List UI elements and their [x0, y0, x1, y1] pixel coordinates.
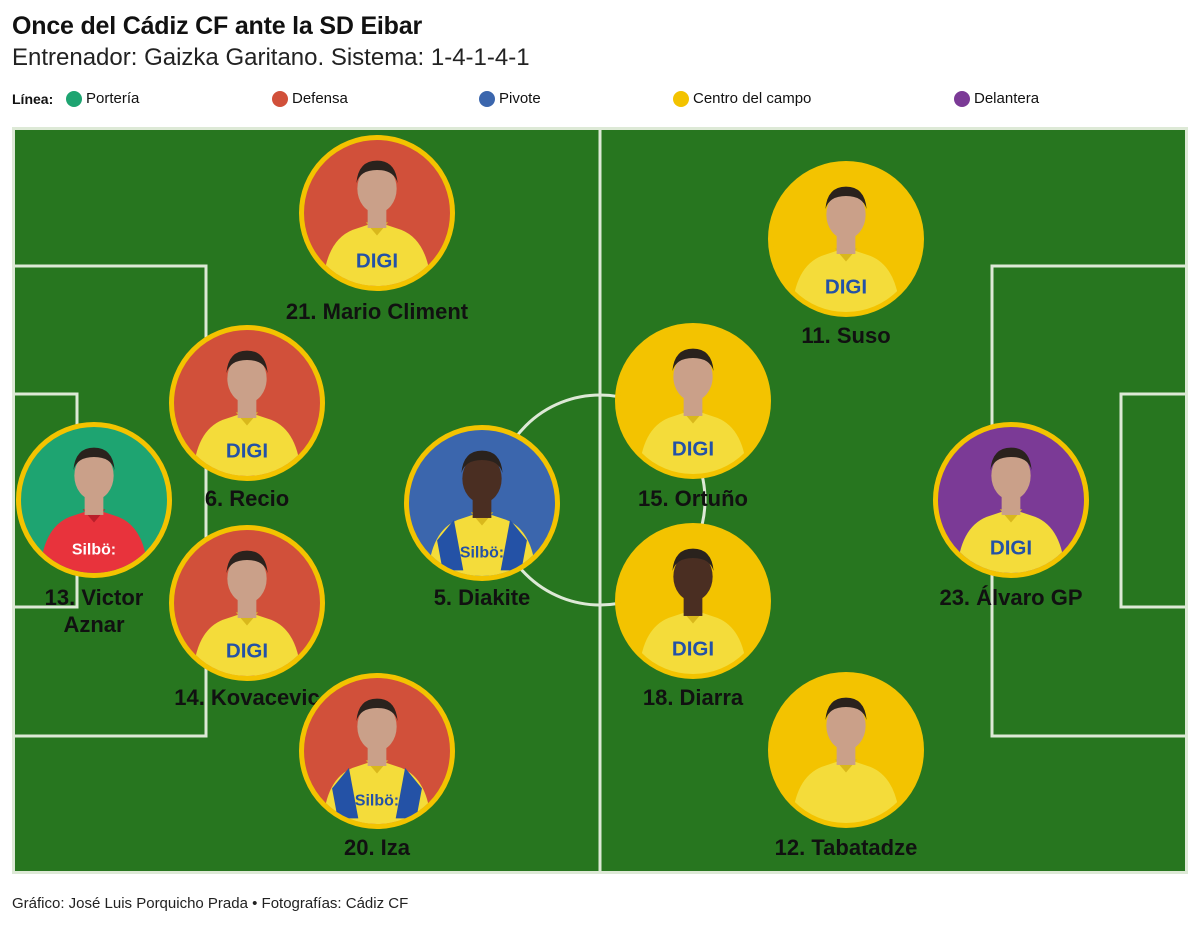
- player-name: 23. Álvaro GP: [939, 585, 1083, 610]
- legend-text-delantera: Delantera: [974, 90, 1040, 107]
- legend-dot-delantera: [954, 90, 970, 107]
- legend-item-centro: Centro del campo: [673, 90, 811, 107]
- page-subtitle: Entrenador: Gaizka Garitano. Sistema: 1-…: [12, 44, 530, 71]
- player-photo-icon: DIGI: [638, 548, 748, 674]
- credits: Gráfico: José Luis Porquicho Prada • Fot…: [12, 895, 409, 912]
- legend-item-porteria: Portería: [66, 90, 139, 107]
- sponsor-text: DIGI: [990, 536, 1032, 559]
- player-photo-icon: DIGI: [638, 348, 748, 474]
- sponsor-text: DIGI: [672, 437, 714, 460]
- sponsor-text: Silbö:: [72, 541, 116, 558]
- player-disc: Silbö:: [299, 673, 455, 829]
- sponsor-text: DIGI: [226, 639, 268, 662]
- sponsor-text: Silbö:: [355, 792, 399, 809]
- sponsor-text: DIGI: [226, 439, 268, 462]
- sponsor-text: DIGI: [825, 275, 867, 298]
- legend-text-porteria: Portería: [86, 90, 140, 107]
- player-name: 15. Ortuño: [637, 486, 748, 511]
- player-photo-icon: DIGI: [322, 160, 432, 286]
- player-name: 11. Suso: [801, 323, 891, 348]
- left-penalty-area: [15, 264, 208, 738]
- right-goal-area: [1119, 392, 1185, 609]
- player-name: 18. Diarra: [642, 685, 744, 710]
- player-name: 6. Recio: [204, 486, 290, 511]
- player-disc: Silbö:: [404, 425, 560, 581]
- player-disc: [768, 672, 924, 828]
- legend-text-defensa: Defensa: [292, 90, 348, 107]
- player-name: 14. Kovacevic: [174, 685, 320, 710]
- legend-dot-porteria: [66, 90, 82, 107]
- legend: Línea: Portería Defensa Pivote Centro de…: [12, 90, 1192, 110]
- player-photo-icon: Silbö:: [39, 447, 149, 573]
- legend-item-defensa: Defensa: [272, 90, 348, 107]
- player-disc: DIGI: [615, 323, 771, 479]
- player-disc: DIGI: [615, 523, 771, 679]
- legend-dot-pivote: [479, 90, 495, 107]
- player-photo-icon: DIGI: [791, 186, 901, 312]
- player-photo-icon: Silbö:: [322, 698, 432, 824]
- legend-dot-defensa: [272, 90, 288, 107]
- page-title: Once del Cádiz CF ante la SD Eibar: [12, 12, 422, 40]
- legend-item-delantera: Delantera: [954, 90, 1039, 107]
- player-photo-icon: Silbö:: [427, 450, 537, 576]
- player-name: 12. Tabatadze: [774, 835, 918, 860]
- player-name: 5. Diakite: [433, 585, 531, 610]
- legend-text-pivote: Pivote: [499, 90, 541, 107]
- player-name: 13. Victor Aznar: [44, 585, 144, 637]
- player-name: 21. Mario Climent: [285, 299, 469, 324]
- legend-dot-centro: [673, 90, 689, 107]
- player-name: 20. Iza: [343, 835, 411, 860]
- sponsor-text: Silbö:: [460, 544, 504, 561]
- player-photo-icon: DIGI: [192, 350, 302, 476]
- player-disc: DIGI: [933, 422, 1089, 578]
- sponsor-text: DIGI: [672, 637, 714, 660]
- player-disc: DIGI: [768, 161, 924, 317]
- player-photo-icon: DIGI: [192, 550, 302, 676]
- sponsor-text: DIGI: [356, 249, 398, 272]
- legend-text-centro: Centro del campo: [693, 90, 812, 107]
- player-photo-icon: DIGI: [956, 447, 1066, 573]
- legend-item-pivote: Pivote: [479, 90, 541, 107]
- player-disc: Silbö:: [16, 422, 172, 578]
- player-disc: DIGI: [169, 525, 325, 681]
- player-photo-icon: [791, 697, 901, 823]
- player-disc: DIGI: [299, 135, 455, 291]
- player-disc: DIGI: [169, 325, 325, 481]
- legend-label: Línea:: [12, 91, 54, 107]
